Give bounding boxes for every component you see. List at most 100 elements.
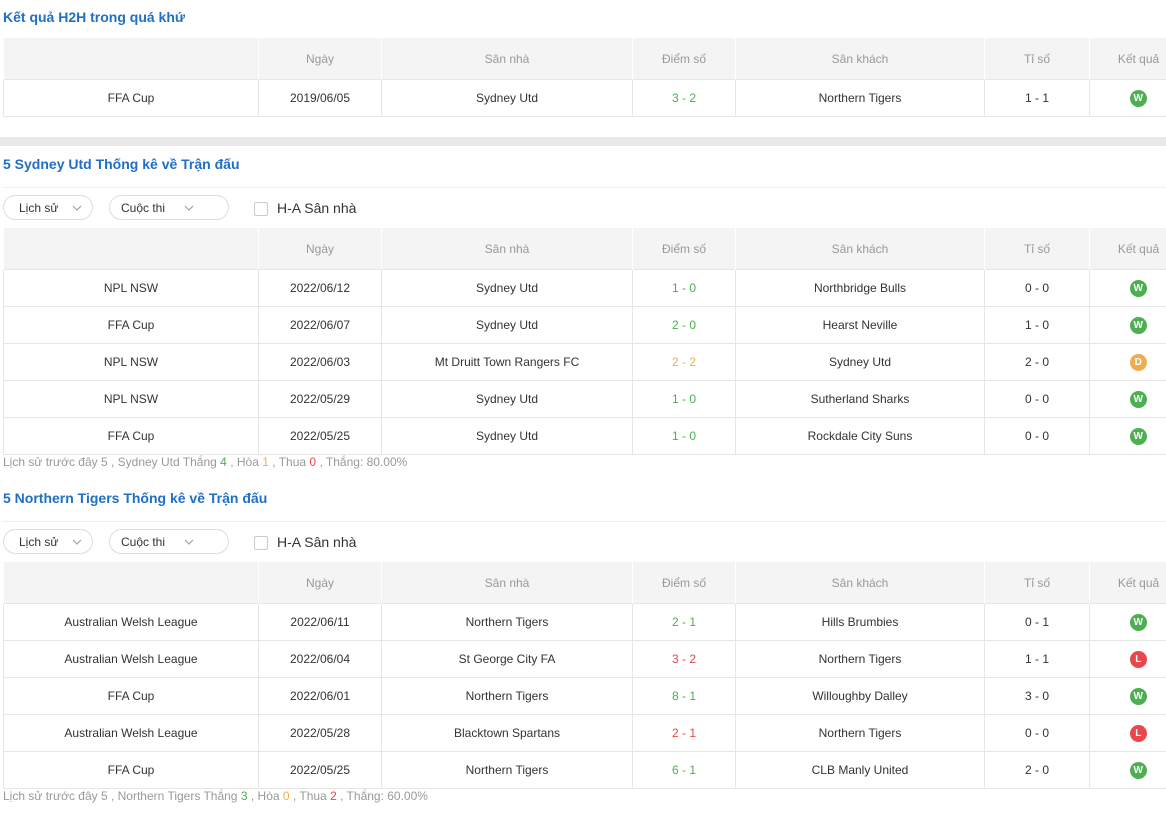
summary-rate: , Thắng: 60.00% <box>340 789 428 803</box>
cell: Northern Tigers <box>381 751 633 789</box>
section-title: 5 Northern Tigers Thống kê về Trận đấu <box>3 490 268 506</box>
checkbox[interactable] <box>254 536 268 550</box>
cell: 2022/06/03 <box>258 343 382 381</box>
cell: Sydney Utd <box>381 306 633 344</box>
result-badge: W <box>1129 390 1147 408</box>
cell: 2019/06/05 <box>258 79 382 117</box>
match-row: NPL NSW 2022/05/29 Sydney Utd 1 - 0 Sutherla… <box>3 380 1166 418</box>
result-badge: W <box>1129 761 1147 779</box>
cell: NPL NSW <box>3 380 259 418</box>
cell: FFA Cup <box>3 417 259 455</box>
cell: 2 - 0 <box>984 751 1090 789</box>
cell: Mt Druitt Town Rangers FC <box>381 343 633 381</box>
result-cell: W <box>1089 677 1166 715</box>
competition-dropdown[interactable]: Cuộc thi <box>109 195 229 220</box>
dropdown-label: Lịch sử <box>19 535 59 549</box>
cell: 0 - 1 <box>984 603 1090 641</box>
match-row: Australian Welsh League 2022/05/28 Blackto… <box>3 714 1166 752</box>
header-cell: Sân nhà <box>381 228 633 270</box>
cell: Northern Tigers <box>381 603 633 641</box>
cell: 0 - 0 <box>984 380 1090 418</box>
summary-wins: 3 <box>240 789 248 803</box>
result-badge: L <box>1129 650 1147 668</box>
summary-draws-label: , Hòa <box>250 789 280 803</box>
cell: FFA Cup <box>3 79 259 117</box>
cell: 2022/06/12 <box>258 269 382 307</box>
cell: 6 - 1 <box>632 751 736 789</box>
checkbox[interactable] <box>254 202 268 216</box>
result-badge: W <box>1129 427 1147 445</box>
header-row: Ngày Sân nhà Điểm số Sân khách Tỉ số Kết quả <box>3 562 1166 604</box>
result-cell: D <box>1089 343 1166 381</box>
header-cell <box>3 228 259 270</box>
cell: NPL NSW <box>3 269 259 307</box>
match-row: FFA Cup 2022/06/07 Sydney Utd 2 - 0 Hearst N… <box>3 306 1166 344</box>
result-cell: L <box>1089 714 1166 752</box>
summary: Lịch sử trước đây 5 , Northern Tigers Th… <box>3 789 428 803</box>
dropdown-label: Cuộc thi <box>121 535 166 549</box>
cell: 8 - 1 <box>632 677 736 715</box>
summary-draws: 1 <box>262 455 269 469</box>
cell: 2 - 0 <box>632 306 736 344</box>
cell: 3 - 2 <box>632 640 736 678</box>
result-badge: D <box>1129 353 1147 371</box>
header-row: Ngày Sân nhà Điểm số Sân khách Tỉ số Kết quả <box>3 38 1166 80</box>
header-cell: Ngày <box>258 562 382 604</box>
cell: Northern Tigers <box>735 714 985 752</box>
result-badge: W <box>1129 316 1147 334</box>
cell: CLB Manly United <box>735 751 985 789</box>
result-cell: W <box>1089 380 1166 418</box>
result-badge: W <box>1129 687 1147 705</box>
history-dropdown[interactable]: Lịch sử <box>3 195 93 220</box>
match-row: FFA Cup 2022/06/01 Northern Tigers 8 - 1 Wil… <box>3 677 1166 715</box>
cell: Australian Welsh League <box>3 603 259 641</box>
result-cell: W <box>1089 269 1166 307</box>
cell: 2022/05/25 <box>258 751 382 789</box>
cell: Hills Brumbies <box>735 603 985 641</box>
cell: Northbridge Bulls <box>735 269 985 307</box>
summary: Lịch sử trước đây 5 , Sydney Utd Thắng 4… <box>3 455 407 469</box>
cell: FFA Cup <box>3 677 259 715</box>
summary-lead: Lịch sử trước đây 5 , Northern Tigers Th… <box>3 789 238 803</box>
history-dropdown[interactable]: Lịch sử <box>3 529 93 554</box>
cell: 0 - 0 <box>984 714 1090 752</box>
summary-draws: 0 <box>282 789 290 803</box>
cell: 2022/05/29 <box>258 380 382 418</box>
cell: Northern Tigers <box>381 677 633 715</box>
cell: 1 - 0 <box>632 380 736 418</box>
cell: FFA Cup <box>3 306 259 344</box>
cell: 1 - 0 <box>632 417 736 455</box>
summary-losses: 0 <box>309 455 317 469</box>
header-cell: Ngày <box>258 228 382 270</box>
cell: Northern Tigers <box>735 640 985 678</box>
cell: Sydney Utd <box>381 417 633 455</box>
cell: 2 - 0 <box>984 343 1090 381</box>
cell: 2022/06/01 <box>258 677 382 715</box>
cell: Blacktown Spartans <box>381 714 633 752</box>
summary-losses-label: , Thua <box>292 789 327 803</box>
header-cell: Sân khách <box>735 228 985 270</box>
cell: 2022/06/04 <box>258 640 382 678</box>
result-badge: L <box>1129 724 1147 742</box>
cell: Willoughby Dalley <box>735 677 985 715</box>
header-cell: Sân nhà <box>381 562 633 604</box>
cell: Sydney Utd <box>381 269 633 307</box>
summary-losses: 2 <box>330 789 337 803</box>
cell: Sydney Utd <box>735 343 985 381</box>
cell: Hearst Neville <box>735 306 985 344</box>
header-cell <box>3 38 259 80</box>
checkbox-label: H-A Sân nhà <box>277 534 357 550</box>
cell: Rockdale City Suns <box>735 417 985 455</box>
summary-wins: 4 <box>220 455 227 469</box>
header-row: Ngày Sân nhà Điểm số Sân khách Tỉ số Kết quả <box>3 228 1166 270</box>
result-cell: W <box>1089 306 1166 344</box>
competition-dropdown[interactable]: Cuộc thi <box>109 529 229 554</box>
header-cell: Sân khách <box>735 38 985 80</box>
matches-table: Ngày Sân nhà Điểm số Sân khách Tỉ số Kết quả N… <box>3 228 1166 455</box>
match-row: Australian Welsh League 2022/06/04 St Geor… <box>3 640 1166 678</box>
cell: 2 - 2 <box>632 343 736 381</box>
header-cell: Điểm số <box>632 228 736 270</box>
cell: Sydney Utd <box>381 79 633 117</box>
cell: 0 - 0 <box>984 417 1090 455</box>
